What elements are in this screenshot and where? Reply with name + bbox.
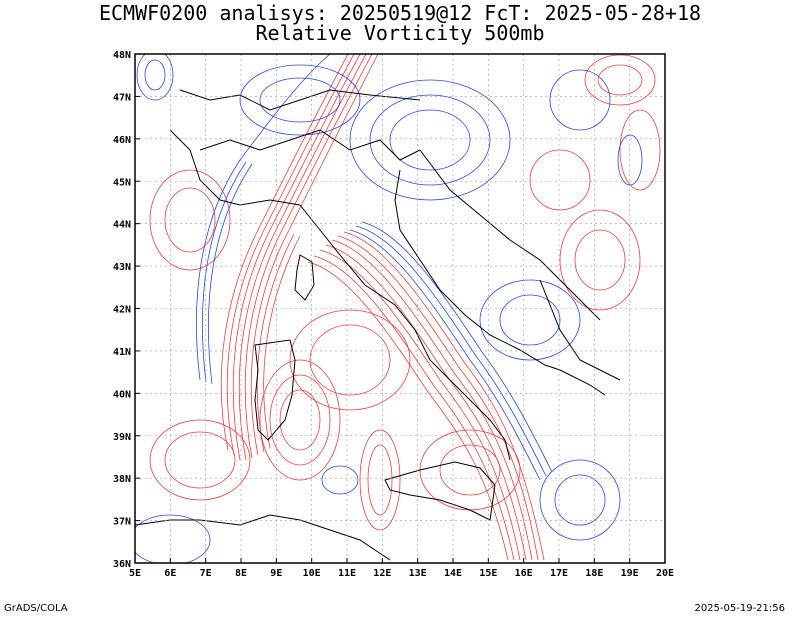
longitude-axis: 5E 6E 7E 8E 9E 10E 11E 12E 13E 14E 15E 16E 17E 18E 19E… — [129, 558, 674, 579]
footer-credit: GrADS/COLA — [4, 603, 68, 614]
lon-tick-label: 7E — [200, 568, 212, 579]
lon-tick-label: 9E — [270, 568, 282, 579]
lat-tick-label: 40N — [113, 389, 131, 400]
negative-contours — [135, 54, 643, 563]
lon-tick-label: 17E — [550, 568, 568, 579]
lat-tick-label: 48N — [113, 50, 131, 61]
lat-tick-label: 42N — [113, 305, 131, 316]
lon-tick-label: 13E — [409, 568, 427, 579]
lon-tick-label: 18E — [585, 568, 603, 579]
lon-tick-label: 5E — [129, 568, 141, 579]
coastlines — [135, 89, 621, 561]
lat-tick-label: 46N — [113, 135, 131, 146]
positive-contours — [149, 54, 661, 561]
lon-tick-label: 11E — [338, 568, 356, 579]
lon-tick-label: 10E — [303, 568, 321, 579]
lat-tick-label: 47N — [113, 92, 131, 103]
chart-subtitle: Relative Vorticity 500mb — [255, 21, 545, 45]
lat-tick-label: 38N — [113, 474, 131, 485]
lon-tick-label: 20E — [656, 568, 674, 579]
latitude-axis: 36N 37N 38N 39N 40N 41N 42N 43N 44N 45N 46N 47N 48N — [113, 50, 140, 570]
lat-lon-grid — [135, 54, 665, 563]
vorticity-contours — [135, 54, 661, 563]
lon-tick-label: 16E — [515, 568, 533, 579]
lon-tick-label: 12E — [373, 568, 391, 579]
lat-tick-label: 37N — [113, 517, 131, 528]
footer-timestamp: 2025-05-19-21:56 — [694, 603, 785, 614]
lat-tick-label: 44N — [113, 220, 131, 231]
lat-tick-label: 36N — [113, 559, 131, 570]
lon-tick-label: 8E — [235, 568, 247, 579]
lon-tick-label: 15E — [479, 568, 497, 579]
lat-tick-label: 45N — [113, 177, 131, 188]
lat-tick-label: 43N — [113, 262, 131, 273]
lon-tick-label: 14E — [444, 568, 462, 579]
lat-tick-label: 41N — [113, 347, 131, 358]
chart-title: ECMWF0200 analisys: 20250519@12 FcT: 202… — [98, 1, 702, 25]
lon-tick-label: 6E — [164, 568, 176, 579]
lon-tick-label: 19E — [621, 568, 639, 579]
lat-tick-label: 39N — [113, 432, 131, 443]
